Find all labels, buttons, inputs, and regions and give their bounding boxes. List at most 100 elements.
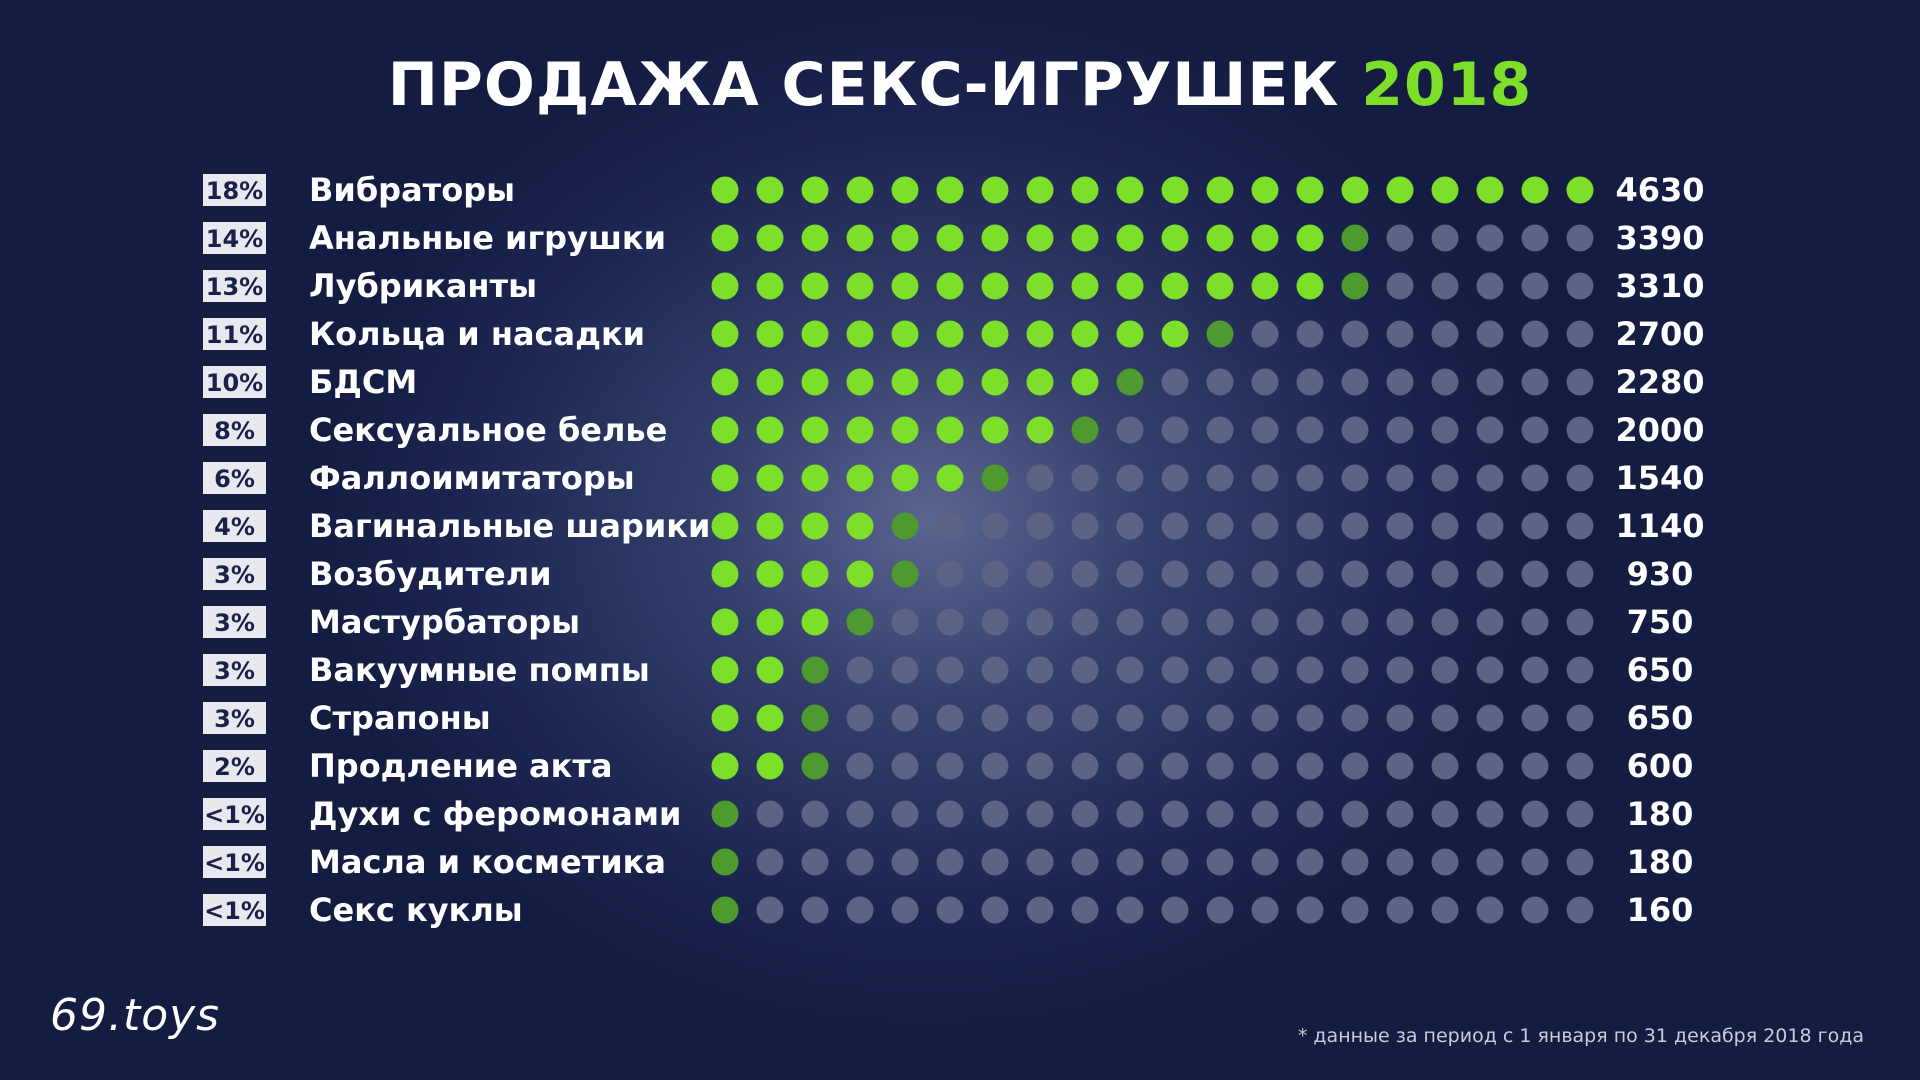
category-label: Сексуальное белье xyxy=(309,411,667,449)
data-dot xyxy=(756,608,784,636)
percent-badge xyxy=(203,702,266,734)
percent-label: 11% xyxy=(206,321,263,349)
value-label: 1540 xyxy=(1615,459,1704,497)
data-dot xyxy=(891,656,919,684)
value-label: 2000 xyxy=(1615,411,1704,449)
value-label: 2700 xyxy=(1615,315,1704,353)
percent-label: 4% xyxy=(214,513,255,541)
category-label: Лубриканты xyxy=(309,267,537,305)
data-dot xyxy=(846,656,874,684)
data-dot xyxy=(801,848,829,876)
data-dot xyxy=(1071,416,1099,444)
data-dot xyxy=(1296,176,1324,204)
data-dot xyxy=(1251,704,1279,732)
data-dot xyxy=(801,560,829,588)
data-dot xyxy=(1476,560,1504,588)
data-dot xyxy=(1116,608,1144,636)
data-dot xyxy=(1521,752,1549,780)
data-dot xyxy=(936,464,964,492)
data-dot xyxy=(936,752,964,780)
percent-label: <1% xyxy=(204,801,265,829)
data-dot xyxy=(1566,560,1594,588)
data-dot xyxy=(891,512,919,540)
data-dot xyxy=(1476,800,1504,828)
data-dot xyxy=(1386,176,1414,204)
data-dot xyxy=(1521,176,1549,204)
data-dot xyxy=(1026,224,1054,252)
percent-badge xyxy=(203,654,266,686)
data-dot xyxy=(891,608,919,636)
data-dot xyxy=(891,416,919,444)
data-dot xyxy=(1386,272,1414,300)
data-dot xyxy=(1161,704,1189,732)
data-dot xyxy=(1521,368,1549,396)
data-dot xyxy=(981,560,1009,588)
data-dot xyxy=(846,848,874,876)
data-dot xyxy=(936,272,964,300)
data-dot xyxy=(1251,752,1279,780)
data-dot xyxy=(1566,176,1594,204)
data-dot xyxy=(1296,656,1324,684)
data-dot xyxy=(936,512,964,540)
data-dot xyxy=(1116,656,1144,684)
data-dot xyxy=(1476,464,1504,492)
data-dot xyxy=(1026,704,1054,732)
category-label: Страпоны xyxy=(309,699,491,737)
data-dot xyxy=(891,464,919,492)
data-dot xyxy=(1296,800,1324,828)
value-label: 180 xyxy=(1627,843,1694,881)
percent-label: 2% xyxy=(214,753,255,781)
percent-badge xyxy=(203,366,266,398)
data-dot xyxy=(891,848,919,876)
data-dot xyxy=(1566,272,1594,300)
data-dot xyxy=(1071,560,1099,588)
data-dot xyxy=(936,320,964,348)
data-dot xyxy=(891,560,919,588)
data-dot xyxy=(1296,704,1324,732)
data-dot xyxy=(1521,608,1549,636)
data-dot xyxy=(801,320,829,348)
percent-badge xyxy=(203,894,266,926)
percent-label: 8% xyxy=(214,417,255,445)
data-dot xyxy=(981,608,1009,636)
percent-badge xyxy=(203,750,266,782)
data-dot xyxy=(1071,464,1099,492)
data-dot xyxy=(1341,800,1369,828)
data-dot xyxy=(756,368,784,396)
chart-title-main: ПРОДАЖА СЕКС-ИГРУШЕК xyxy=(387,50,1340,120)
data-dot xyxy=(846,416,874,444)
data-dot xyxy=(711,752,739,780)
data-dot xyxy=(1386,560,1414,588)
data-dot xyxy=(711,800,739,828)
data-dot xyxy=(1476,416,1504,444)
category-label: БДСМ xyxy=(309,363,417,401)
data-dot xyxy=(1521,800,1549,828)
data-dot xyxy=(1566,368,1594,396)
data-dot xyxy=(936,848,964,876)
percent-badge xyxy=(203,414,266,446)
data-dot xyxy=(1341,368,1369,396)
data-dot xyxy=(846,368,874,396)
data-dot xyxy=(1341,176,1369,204)
data-dot xyxy=(1341,752,1369,780)
data-dot xyxy=(1341,224,1369,252)
data-dot xyxy=(1476,656,1504,684)
data-dot xyxy=(1476,320,1504,348)
data-dot xyxy=(1521,224,1549,252)
data-dot xyxy=(1161,848,1189,876)
data-dot xyxy=(1206,368,1234,396)
data-dot xyxy=(1431,320,1459,348)
data-dot xyxy=(891,176,919,204)
data-dot xyxy=(1071,368,1099,396)
data-dot xyxy=(1431,608,1459,636)
data-dot xyxy=(1161,896,1189,924)
data-dot xyxy=(1251,464,1279,492)
data-dot xyxy=(846,560,874,588)
data-dot xyxy=(1521,416,1549,444)
data-dot xyxy=(846,800,874,828)
data-dot xyxy=(1386,896,1414,924)
percent-label: 6% xyxy=(214,465,255,493)
data-dot xyxy=(981,656,1009,684)
data-dot xyxy=(1161,752,1189,780)
percent-badge xyxy=(203,222,266,254)
